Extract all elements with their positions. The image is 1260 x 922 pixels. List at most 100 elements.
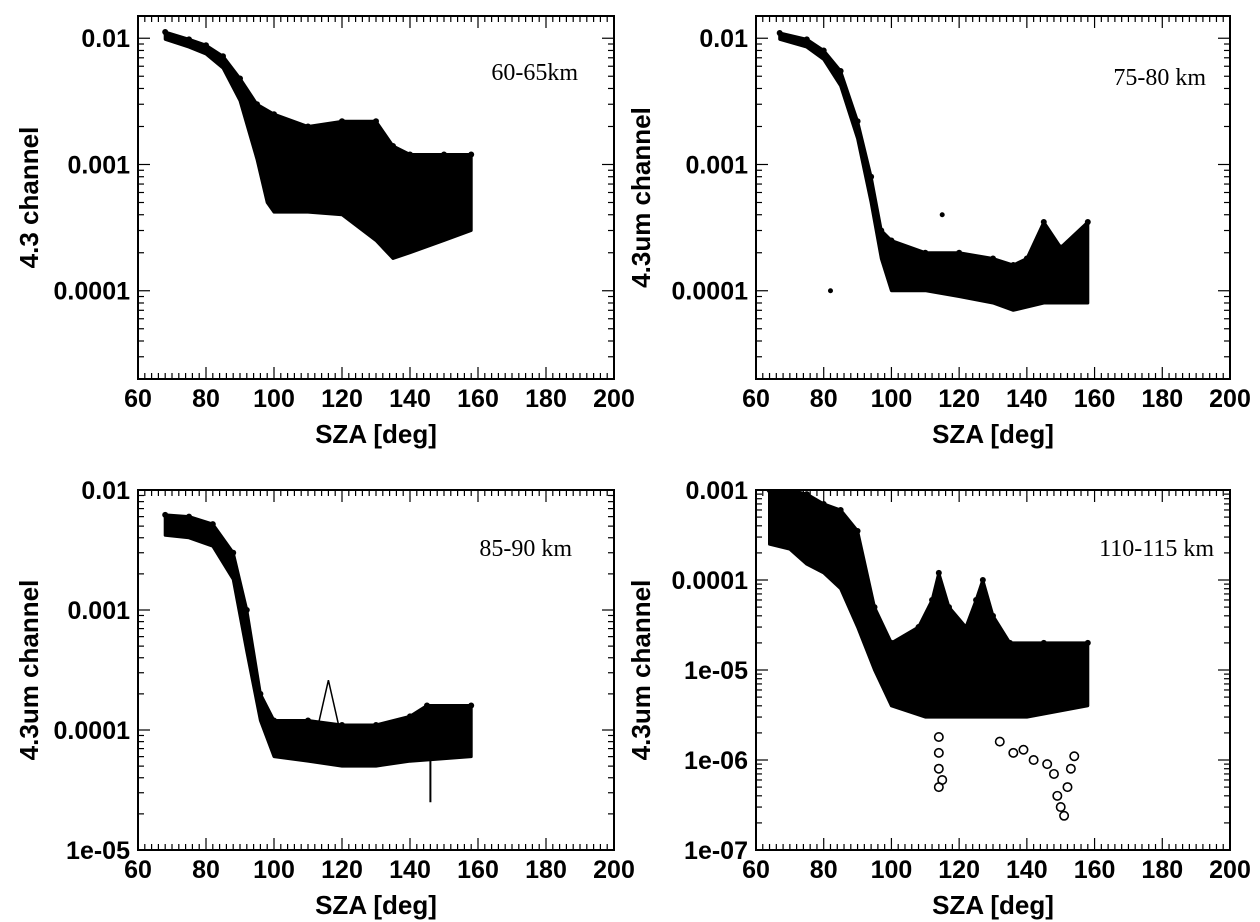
chart-panel-2: 60 80 100 120 140 160 180 200 0.0001 0.001 0.01 SZA… <box>626 15 1251 449</box>
data-point <box>468 151 475 158</box>
y-tick-label: 0.01 <box>81 25 130 53</box>
y-axis-title: 4.3 channel <box>14 127 44 269</box>
data-point <box>162 511 169 518</box>
x-tick-label: 80 <box>192 385 220 413</box>
x-axis-title: SZA [deg] <box>315 890 437 920</box>
data-point <box>945 604 952 611</box>
data-cloud <box>163 30 473 260</box>
x-tick-label: 180 <box>1141 856 1183 884</box>
data-point <box>929 596 936 603</box>
outlier-point <box>933 747 944 758</box>
data-point <box>854 118 861 125</box>
data-point <box>339 118 345 125</box>
x-axis-title: SZA [deg] <box>932 419 1054 449</box>
data-point <box>990 612 996 619</box>
data-spike <box>317 680 340 726</box>
x-axis-title: SZA [deg] <box>315 419 437 449</box>
data-point <box>1006 639 1013 646</box>
y-axis-title: 4.3um channel <box>626 580 656 761</box>
outlier-point <box>939 212 945 218</box>
data-point <box>373 722 379 729</box>
data-point <box>962 624 969 631</box>
data-point <box>1040 639 1047 646</box>
altitude-annotation: 110-115 km <box>1099 536 1214 562</box>
data-cloud <box>163 513 473 768</box>
altitude-annotation: 85-90 km <box>479 536 572 562</box>
y-axis-title: 4.3um channel <box>14 580 44 761</box>
data-point <box>373 118 379 125</box>
data-point <box>803 36 810 43</box>
data-point <box>203 42 209 49</box>
x-tick-label: 100 <box>871 385 913 413</box>
chart-panel-1: 60 80 100 120 140 160 180 200 0.0001 0.001 0.01 SZA… <box>14 15 635 449</box>
outlier-point <box>1052 790 1063 801</box>
data-point <box>237 75 243 82</box>
x-tick-label: 160 <box>457 385 499 413</box>
data-point <box>424 702 430 709</box>
data-point <box>186 36 192 43</box>
data-point <box>441 151 447 158</box>
data-point <box>868 173 875 180</box>
x-tick-label: 60 <box>742 385 770 413</box>
data-point <box>973 596 980 603</box>
y-tick-label: 1e-06 <box>684 747 748 775</box>
data-point <box>162 29 169 36</box>
y-tick-label: 0.001 <box>685 477 748 505</box>
data-point <box>257 690 264 697</box>
y-tick-label: 0.001 <box>685 151 748 179</box>
data-point <box>1057 244 1064 251</box>
x-tick-label: 100 <box>253 856 295 884</box>
outlier-point <box>937 774 948 785</box>
outlier-point <box>1018 744 1029 755</box>
data-point <box>1023 255 1030 262</box>
x-tick-label: 120 <box>321 385 363 413</box>
x-tick-label: 200 <box>593 385 635 413</box>
data-point <box>979 577 986 583</box>
data-point <box>407 713 413 720</box>
y-tick-label: 0.001 <box>67 151 130 179</box>
x-tick-label: 140 <box>389 856 431 884</box>
data-point <box>230 549 237 556</box>
x-tick-label: 140 <box>1006 856 1048 884</box>
data-point <box>803 491 810 498</box>
data-cloud <box>778 31 1090 312</box>
x-tick-label: 120 <box>938 385 980 413</box>
data-point <box>339 722 345 729</box>
x-tick-label: 80 <box>192 856 220 884</box>
data-point <box>820 47 827 54</box>
x-tick-label: 60 <box>124 385 152 413</box>
x-tick-label: 200 <box>593 856 635 884</box>
x-tick-label: 80 <box>810 856 838 884</box>
outlier-point <box>933 763 944 774</box>
x-axis-title: SZA [deg] <box>932 890 1054 920</box>
chart-panel-3: 60 80 100 120 140 160 180 200 1e-05 0.0001 0.001 0.… <box>14 477 635 920</box>
data-point <box>305 717 311 724</box>
outlier-point <box>1028 754 1039 765</box>
outlier-point <box>994 736 1005 747</box>
y-axis-title: 4.3um channel <box>626 107 656 288</box>
data-point <box>305 123 311 130</box>
x-tick-label: 100 <box>253 385 295 413</box>
x-tick-label: 60 <box>742 856 770 884</box>
outlier-point <box>1048 768 1059 779</box>
outlier-point <box>1008 747 1019 758</box>
outlier-point <box>1062 782 1073 793</box>
x-tick-label: 160 <box>1074 856 1116 884</box>
data-point <box>922 249 929 256</box>
data-point <box>820 500 827 507</box>
x-tick-label: 180 <box>1141 385 1183 413</box>
y-tick-label: 0.0001 <box>672 567 749 595</box>
x-tick-label: 180 <box>525 385 567 413</box>
data-point <box>1084 639 1091 646</box>
data-point <box>888 639 895 646</box>
data-point <box>1040 219 1047 226</box>
x-tick-label: 200 <box>1209 856 1251 884</box>
chart-panel-4: 60 80 100 120 140 160 180 200 1e-07 1e-06 1e-05 0.0… <box>626 477 1251 920</box>
outlier-point <box>1069 751 1080 762</box>
y-tick-label: 0.001 <box>67 597 130 625</box>
data-point <box>209 521 216 528</box>
y-tick-label: 0.01 <box>81 477 130 505</box>
data-point <box>888 237 895 244</box>
data-point <box>990 255 996 262</box>
